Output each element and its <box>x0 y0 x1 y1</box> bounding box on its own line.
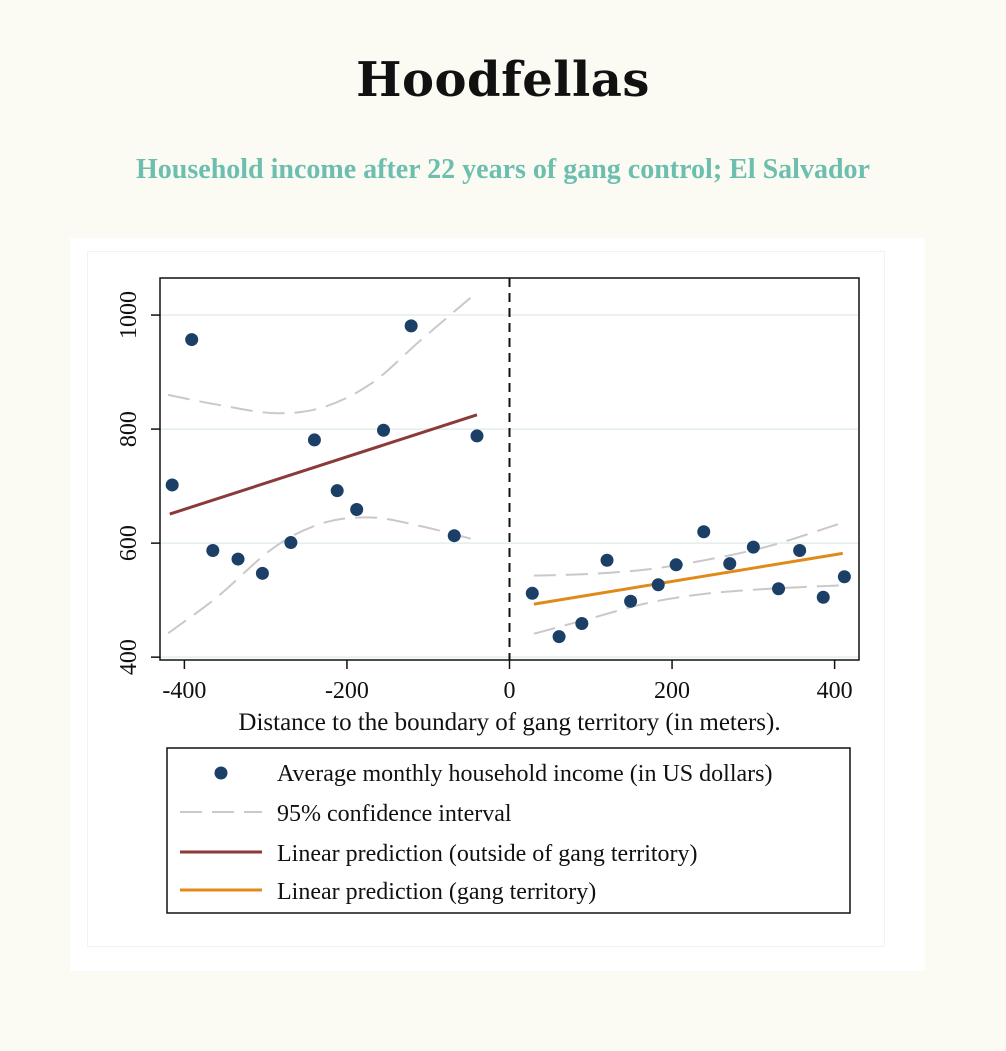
y-tick-label: 800 <box>116 411 142 447</box>
legend-label: Average monthly household income (in US … <box>277 761 772 787</box>
data-point <box>723 557 737 571</box>
data-point <box>185 333 199 347</box>
x-tick-label: -200 <box>325 678 369 704</box>
data-point <box>470 429 484 443</box>
grid-layer <box>160 314 859 658</box>
ci-band-line-1 <box>167 516 478 635</box>
data-point <box>404 319 418 333</box>
prediction-line-layer <box>169 413 843 606</box>
x-tick-label: 200 <box>654 678 690 704</box>
data-point <box>793 544 807 558</box>
data-point <box>575 617 589 631</box>
confidence-interval-layer <box>167 291 844 635</box>
data-point <box>837 570 851 584</box>
x-tick-label: -400 <box>162 678 206 704</box>
x-tick-label: 400 <box>817 678 853 704</box>
page-subtitle: Household income after 22 years of gang … <box>136 154 870 185</box>
legend-box <box>166 747 851 914</box>
y-tick-label: 1000 <box>116 291 142 339</box>
data-point <box>165 478 179 492</box>
data-point <box>447 529 461 543</box>
x-axis-label: Distance to the boundary of gang territo… <box>238 709 780 736</box>
ci-band-line-2 <box>533 521 844 577</box>
legend-label: Linear prediction (gang territory) <box>277 879 596 905</box>
data-point <box>231 552 245 566</box>
data-point <box>600 553 614 567</box>
data-point <box>284 536 298 550</box>
prediction-line-3 <box>533 551 843 606</box>
data-point <box>350 502 364 516</box>
page-title: Hoodfellas <box>356 52 650 108</box>
data-point <box>330 484 344 498</box>
data-point <box>255 566 269 580</box>
data-point <box>307 433 321 447</box>
data-point <box>206 544 220 558</box>
data-point <box>651 578 665 592</box>
data-point <box>669 558 683 572</box>
plot-frame <box>159 277 860 661</box>
legend-label: Linear prediction (outside of gang terri… <box>277 841 698 867</box>
data-point <box>697 525 711 539</box>
legend-symbol-dot <box>214 766 228 780</box>
x-tick-label: 0 <box>504 678 516 704</box>
y-tick-label: 600 <box>116 525 142 561</box>
data-point <box>746 540 760 554</box>
data-point <box>624 594 638 608</box>
data-point <box>377 423 391 437</box>
prediction-line-2 <box>169 413 478 516</box>
data-point <box>772 582 786 596</box>
data-point <box>525 586 539 600</box>
y-tick-label: 400 <box>116 639 142 675</box>
ci-band-line-0 <box>167 291 478 415</box>
data-point <box>552 630 566 644</box>
data-point-layer <box>165 319 851 644</box>
data-point <box>816 590 830 604</box>
legend: Average monthly household income (in US … <box>166 747 851 914</box>
legend-label: 95% confidence interval <box>277 801 512 827</box>
axis-layer: -400 -200 0 200 400 400 600 800 1000 <box>116 291 853 704</box>
